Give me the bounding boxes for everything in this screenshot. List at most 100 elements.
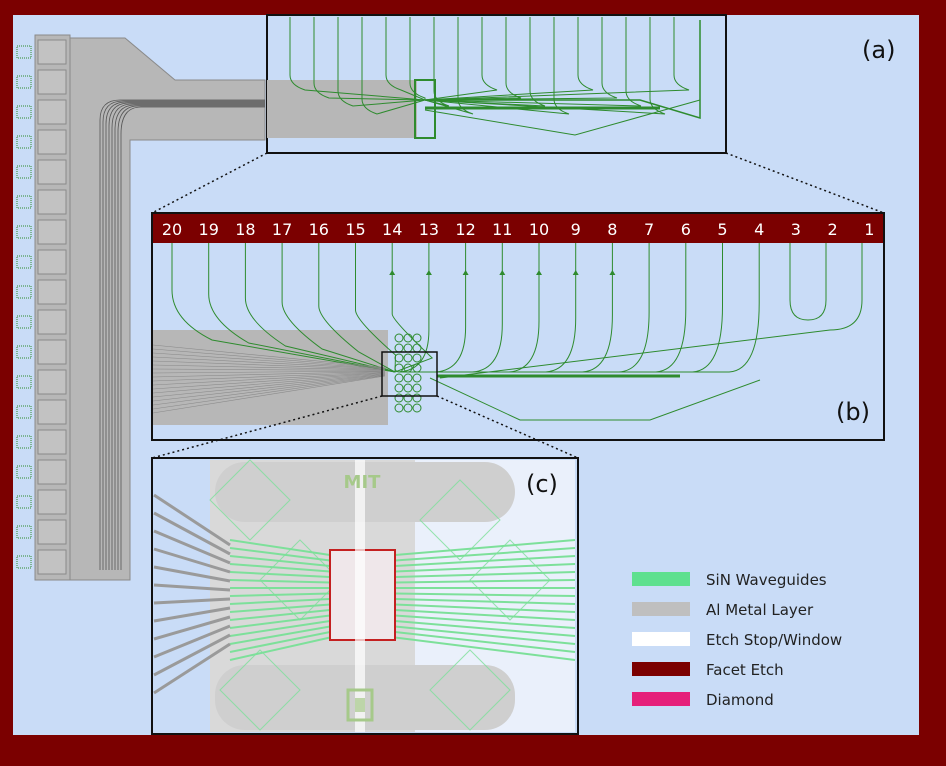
port-number: 11 xyxy=(492,220,512,239)
ring-resonator xyxy=(412,383,422,393)
waveguide-c-right xyxy=(394,625,576,645)
waveguide-c-left xyxy=(229,609,331,621)
metal-line-b xyxy=(152,356,386,370)
pad-column xyxy=(34,34,71,581)
pad-marker xyxy=(16,255,32,269)
ring-resonator xyxy=(403,403,413,413)
bond-pad xyxy=(37,189,67,215)
waveguide-c-left xyxy=(229,563,331,573)
panel-b-waveguides xyxy=(152,243,863,421)
metal-line-b xyxy=(152,375,386,410)
zoom-line-b-right xyxy=(436,395,579,459)
bond-pad xyxy=(37,99,67,125)
port-number: 8 xyxy=(607,220,617,239)
metal-line-b xyxy=(152,364,386,371)
pad-marker xyxy=(16,555,32,569)
waveguide-a xyxy=(424,17,522,101)
waveguide-b xyxy=(208,243,396,373)
pad-marker xyxy=(16,285,32,299)
zoom-line-a-right xyxy=(725,152,885,214)
alignment-mark-inner xyxy=(355,698,365,712)
ring-resonator xyxy=(403,373,413,383)
metal-line-b xyxy=(152,371,386,378)
metal-lead-c xyxy=(153,493,231,547)
waveguide-b xyxy=(171,243,396,373)
panel-c-label: (c) xyxy=(526,470,558,498)
alignment-mark xyxy=(346,688,374,722)
grating-marker xyxy=(536,270,542,275)
metal-lead-c xyxy=(153,511,231,556)
metal-lead-c xyxy=(153,624,231,659)
bond-pad xyxy=(37,369,67,395)
panel-b-zoom-box xyxy=(381,351,438,397)
pad-marker xyxy=(16,195,32,209)
metal-line-b xyxy=(152,374,386,406)
ring-resonator xyxy=(412,363,422,373)
waveguide-b xyxy=(440,243,760,373)
grating-marker xyxy=(609,270,616,275)
waveguide-b xyxy=(244,243,396,373)
metal-fanout-lines xyxy=(99,99,265,570)
waveguide-b xyxy=(391,243,434,373)
waveguide-a xyxy=(424,17,594,101)
waveguide-c-right xyxy=(394,636,576,661)
ring-resonator xyxy=(412,403,422,413)
bond-pad xyxy=(37,519,67,545)
waveguide-c-right xyxy=(394,555,576,567)
bond-pad xyxy=(37,459,67,485)
port-number: 20 xyxy=(162,220,182,239)
waveguide-a xyxy=(424,17,618,101)
diamond-lattice-mark xyxy=(259,539,341,621)
legend-label: SiN Waveguides xyxy=(706,571,827,589)
fanout-trace xyxy=(111,103,265,570)
bond-pad xyxy=(37,309,67,335)
grating-marker xyxy=(462,270,469,275)
waveguide-c-left xyxy=(229,603,331,613)
waveguide-c-right xyxy=(394,579,576,584)
metal-line-b xyxy=(152,372,386,386)
waveguide-c-left xyxy=(229,625,331,645)
waveguide-c-left xyxy=(229,636,331,661)
metal-line-b xyxy=(152,372,386,390)
pad-marker xyxy=(16,405,32,419)
port-number: 10 xyxy=(529,220,549,239)
port-number: 14 xyxy=(382,220,402,239)
bond-pad xyxy=(37,219,67,245)
diamond-lattice-mark xyxy=(219,649,301,731)
waveguide-c-left xyxy=(229,571,331,578)
metal-line-b xyxy=(152,348,386,369)
waveguide-c-right xyxy=(394,571,576,578)
port-number: 6 xyxy=(681,220,691,239)
pad-marker xyxy=(16,135,32,149)
ring-resonator xyxy=(394,373,404,383)
bond-pad xyxy=(37,339,67,365)
port-number: 18 xyxy=(235,220,255,239)
port-number: 4 xyxy=(754,220,764,239)
legend-label: Diamond xyxy=(706,691,774,709)
legend: SiN Waveguides Al Metal Layer Etch Stop/Wi… xyxy=(632,571,842,709)
legend-swatch xyxy=(632,662,690,676)
port-number: 15 xyxy=(345,220,365,239)
bond-pad xyxy=(37,489,67,515)
pad-marker xyxy=(16,45,32,59)
pad-marker xyxy=(16,345,32,359)
waveguide-b-outer xyxy=(439,243,863,379)
waveguide-c-right xyxy=(394,620,576,637)
waveguide-c-right xyxy=(394,609,576,621)
waveguide-c-left xyxy=(229,614,331,629)
waveguide-a xyxy=(424,17,498,101)
waveguide-a xyxy=(313,17,426,101)
panel-c-waveguides xyxy=(153,459,576,731)
ring-resonator xyxy=(412,373,422,383)
waveguide-c-left xyxy=(229,579,331,584)
ring-resonator xyxy=(403,383,413,393)
port-number: 17 xyxy=(272,220,292,239)
waveguide-c-right xyxy=(394,539,576,556)
grating-marker xyxy=(425,270,432,275)
pad-marker xyxy=(16,435,32,449)
bond-pad xyxy=(37,39,67,65)
legend-label: Etch Stop/Window xyxy=(706,631,842,649)
etch-window-strip xyxy=(355,460,365,732)
metal-line-b xyxy=(152,370,386,374)
waveguide-a-loop xyxy=(424,99,701,136)
